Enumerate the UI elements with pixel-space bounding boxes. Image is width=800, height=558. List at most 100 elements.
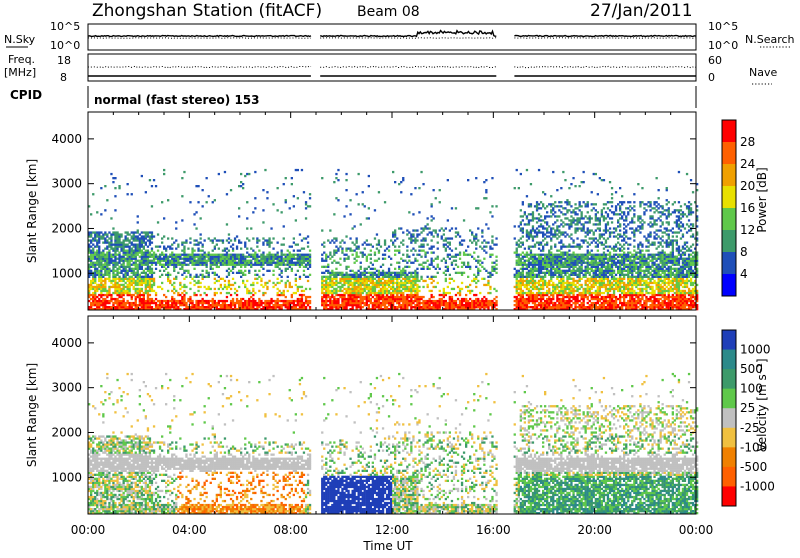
heatmap-cell (516, 300, 518, 302)
heatmap-cell (301, 258, 303, 260)
heatmap-cell (526, 278, 528, 280)
heatmap-cell (431, 282, 433, 284)
heatmap-cell (532, 294, 534, 296)
heatmap-cell (268, 254, 270, 256)
heatmap-cell (256, 246, 258, 248)
heatmap-cell (323, 304, 325, 306)
heatmap-cell (558, 298, 560, 300)
heatmap-cell (550, 205, 552, 207)
heatmap-cell (106, 256, 108, 258)
heatmap-cell (240, 298, 242, 300)
heatmap-cell (141, 280, 143, 282)
heatmap-cell (416, 239, 418, 241)
heatmap-cell (495, 272, 497, 274)
heatmap-cell (110, 217, 112, 219)
heatmap-cell (473, 304, 475, 306)
heatmap-cell (491, 262, 493, 264)
heatmap-cell (526, 302, 528, 304)
heatmap-cell (236, 294, 238, 296)
heatmap-cell (544, 262, 546, 264)
heatmap-cell (540, 254, 542, 256)
heatmap-cell (378, 191, 380, 193)
heatmap-cell (376, 233, 378, 235)
heatmap-cell (281, 292, 283, 294)
heatmap-cell (378, 294, 380, 296)
heatmap-cell (560, 231, 562, 233)
heatmap-cell (566, 270, 568, 272)
heatmap-cell (297, 244, 299, 246)
heatmap-cell (536, 260, 538, 262)
heatmap-cell (283, 290, 285, 292)
heatmap-cell (378, 284, 380, 286)
heatmap-cell (220, 304, 222, 306)
heatmap-cell (394, 254, 396, 256)
heatmap-cell (254, 260, 256, 262)
heatmap-cell (141, 235, 143, 237)
heatmap-cell (183, 252, 185, 254)
heatmap-cell (256, 239, 258, 241)
heatmap-cell (542, 302, 544, 304)
heatmap-cell (568, 250, 570, 252)
heatmap-cell (297, 254, 299, 256)
heatmap-cell (572, 288, 574, 290)
freq-tick-bottom: 8 (60, 71, 67, 84)
heatmap-cell (534, 260, 536, 262)
heatmap-cell (374, 306, 376, 308)
heatmap-cell (270, 258, 272, 260)
heatmap-cell (131, 264, 133, 266)
heatmap-cell (487, 276, 489, 278)
heatmap-cell (127, 274, 129, 276)
heatmap-cell (382, 302, 384, 304)
heatmap-cell (560, 276, 562, 278)
heatmap-cell (560, 223, 562, 225)
heatmap-cell (309, 193, 311, 195)
heatmap-cell (262, 256, 264, 258)
heatmap-cell (226, 296, 228, 298)
heatmap-cell (398, 304, 400, 306)
heatmap-cell (402, 286, 404, 288)
heatmap-cell (467, 276, 469, 278)
heatmap-cell (514, 304, 516, 306)
heatmap-cell (139, 237, 141, 239)
heatmap-cell (536, 270, 538, 272)
heatmap-cell (487, 272, 489, 274)
heatmap-cell (262, 292, 264, 294)
heatmap-cell (386, 280, 388, 282)
heatmap-cell (540, 201, 542, 203)
heatmap-cell (179, 302, 181, 304)
heatmap-cell (123, 302, 125, 304)
heatmap-cell (236, 290, 238, 292)
heatmap-cell (145, 235, 147, 237)
heatmap-cell (406, 294, 408, 296)
heatmap-cell (520, 296, 522, 298)
heatmap-cell (208, 306, 210, 308)
heatmap-cell (390, 300, 392, 302)
heatmap-cell (366, 260, 368, 262)
heatmap-cell (562, 304, 564, 306)
heatmap-cell (171, 284, 173, 286)
heatmap-cell (151, 264, 153, 266)
heatmap-cell (167, 276, 169, 278)
heatmap-cell (552, 266, 554, 268)
heatmap-cell (228, 237, 230, 239)
heatmap-cell (143, 270, 145, 272)
heatmap-cell (485, 197, 487, 199)
heatmap-cell (161, 306, 163, 308)
heatmap-cell (518, 260, 520, 262)
heatmap-cell (362, 300, 364, 302)
heatmap-cell (414, 278, 416, 280)
heatmap-cell (92, 292, 94, 294)
heatmap-cell (108, 294, 110, 296)
nsky-tick-bottom: 10^0 (50, 39, 80, 52)
heatmap-cell (114, 237, 116, 239)
heatmap-cell (516, 272, 518, 274)
heatmap-cell (106, 235, 108, 237)
heatmap-cell (250, 304, 252, 306)
heatmap-cell (564, 179, 566, 181)
heatmap-cell (520, 272, 522, 274)
heatmap-cell (270, 256, 272, 258)
heatmap-cell (364, 286, 366, 288)
heatmap-cell (195, 260, 197, 262)
heatmap-cell (437, 272, 439, 274)
heatmap-cell (159, 306, 161, 308)
